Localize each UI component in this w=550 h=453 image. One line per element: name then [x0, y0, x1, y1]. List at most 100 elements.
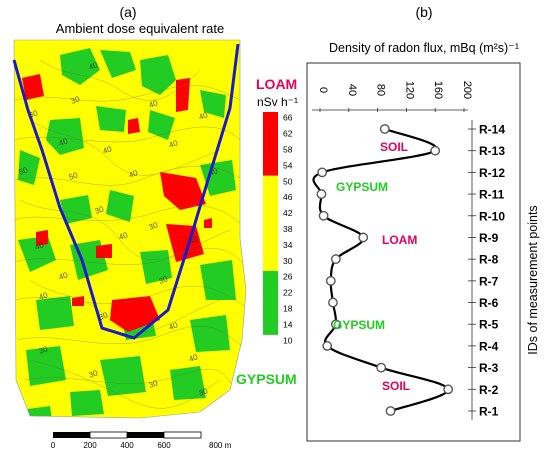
data-point [358, 232, 369, 243]
data-point [330, 319, 341, 330]
green-zone [200, 260, 236, 300]
scale-segment [163, 431, 202, 439]
legend-ticks: 66 62 58 54 50 46 42 38 34 30 26 22 18 14 10 [283, 113, 293, 346]
scale-label: 200 [83, 441, 97, 450]
green-zone [106, 190, 134, 222]
contour-label: 30 [158, 274, 170, 286]
scale-segment [53, 432, 90, 438]
legend-tick-label: 30 [283, 256, 293, 266]
panel-a-label: (a) [119, 4, 136, 20]
y-tick-label: R-7 [479, 274, 499, 288]
legend-tick-label: 46 [283, 192, 293, 202]
legend-bin [263, 271, 278, 288]
red-zone [22, 74, 44, 100]
legend-tick-label: 26 [283, 272, 293, 282]
contour-label: 40 [118, 230, 130, 242]
red-zone [36, 230, 48, 246]
green-zone [140, 55, 176, 95]
y-tick-label: R-3 [479, 361, 499, 375]
contour-label: 40 [58, 136, 70, 148]
y-tick-label: R-9 [479, 231, 499, 245]
scale-label: 600 [157, 441, 171, 450]
map-outline [13, 39, 247, 419]
contour-label: 40 [148, 98, 160, 110]
contour-label: 30 [70, 94, 82, 106]
panel-b-label: (b) [415, 4, 432, 20]
legend-bin [263, 143, 278, 160]
y-tick-label: R-14 [479, 123, 505, 137]
y-tick-label: R-11 [479, 188, 505, 202]
y-tick-label: R-12 [479, 166, 505, 180]
chart-annotation: SOIL [380, 140, 408, 154]
contour-label: 40 [38, 290, 50, 302]
scale-bar: 0 200 400 600 800 m [51, 431, 232, 450]
contour-label: 40 [58, 270, 70, 282]
legend-tick-label: 62 [283, 129, 293, 139]
legend-bin [263, 159, 278, 176]
contour-label: 40 [168, 320, 180, 332]
scale-segment [127, 432, 164, 438]
chart-y-axis: R-1 R-2 R-3 R-4 R-5 R-6 R-7 R-8 R-9 R-10 R-11 R-12 R… [468, 120, 505, 420]
green-zone [148, 110, 175, 140]
legend-tick-label: 42 [283, 208, 293, 218]
legend-bin [263, 302, 278, 319]
red-zone [176, 78, 190, 112]
green-zone [26, 346, 66, 386]
y-tick-label: R-8 [479, 253, 499, 267]
red-zone [160, 172, 206, 210]
green-zone [190, 315, 230, 352]
y-tick-label: R-5 [479, 318, 499, 332]
contour-label: 30 [148, 378, 160, 390]
legend-bin [263, 207, 278, 224]
red-zone [72, 296, 84, 306]
legend-bottom-label: GYPSUM [236, 371, 297, 387]
green-zone [200, 160, 236, 196]
legend-bin [263, 255, 278, 272]
legend-top-label: LOAM [256, 76, 297, 92]
green-zone [46, 118, 84, 155]
legend-tick-label: 54 [283, 160, 293, 170]
contour-label: 40 [168, 138, 180, 150]
data-point [328, 297, 338, 308]
legend-bin [263, 239, 278, 256]
chart-plot-area [306, 62, 521, 442]
boundary-line [12, 43, 240, 340]
legend-unit: nSv h⁻¹ [257, 95, 298, 109]
contour-label: 30 [148, 220, 160, 232]
x-tick-label: 40 [346, 84, 358, 96]
data-point [316, 189, 327, 199]
legend-bin [263, 286, 278, 304]
map-contour-labels: 30 30 40 40 40 40 40 40 50 50 40 40 30 30 40 40 40 40 30 40… [18, 60, 220, 398]
green-zone [96, 106, 126, 132]
map-contour-lines [14, 59, 246, 409]
contour-label: 30 [28, 108, 40, 120]
chart-annotation: LOAM [382, 233, 417, 247]
x-tick-label: 120 [403, 81, 415, 99]
data-point [322, 341, 333, 351]
legend-tick-label: 58 [283, 145, 293, 155]
legend-bin [263, 318, 278, 335]
data-point [318, 210, 329, 221]
chart-annotation: SOIL [382, 379, 410, 393]
contour-label: 30 [98, 310, 110, 322]
x-tick-label: 0 [317, 87, 329, 93]
legend-bin [263, 223, 278, 240]
chart-annotations: SOIL GYPSUM LOAM GYPSUM SOIL [333, 140, 417, 393]
chart-y-title: IDs of measurement points [526, 205, 540, 354]
chart-points [316, 124, 454, 416]
scale-label: 800 m [209, 441, 232, 450]
red-zone [166, 224, 204, 262]
y-tick-label: R-13 [479, 144, 505, 158]
scale-label: 400 [120, 441, 134, 450]
data-point [330, 254, 341, 265]
red-zone [110, 296, 160, 332]
green-zone [18, 236, 56, 272]
chart-x-title: Density of radon flux, mBq (m²s)⁻¹ [329, 41, 519, 55]
contour-label: 40 [88, 60, 100, 72]
data-point [430, 145, 441, 156]
x-tick-label: 160 [432, 81, 444, 99]
contour-label: 40 [188, 352, 200, 364]
y-tick-label: R-4 [479, 339, 499, 353]
chart-annotation: GYPSUM [333, 318, 385, 332]
